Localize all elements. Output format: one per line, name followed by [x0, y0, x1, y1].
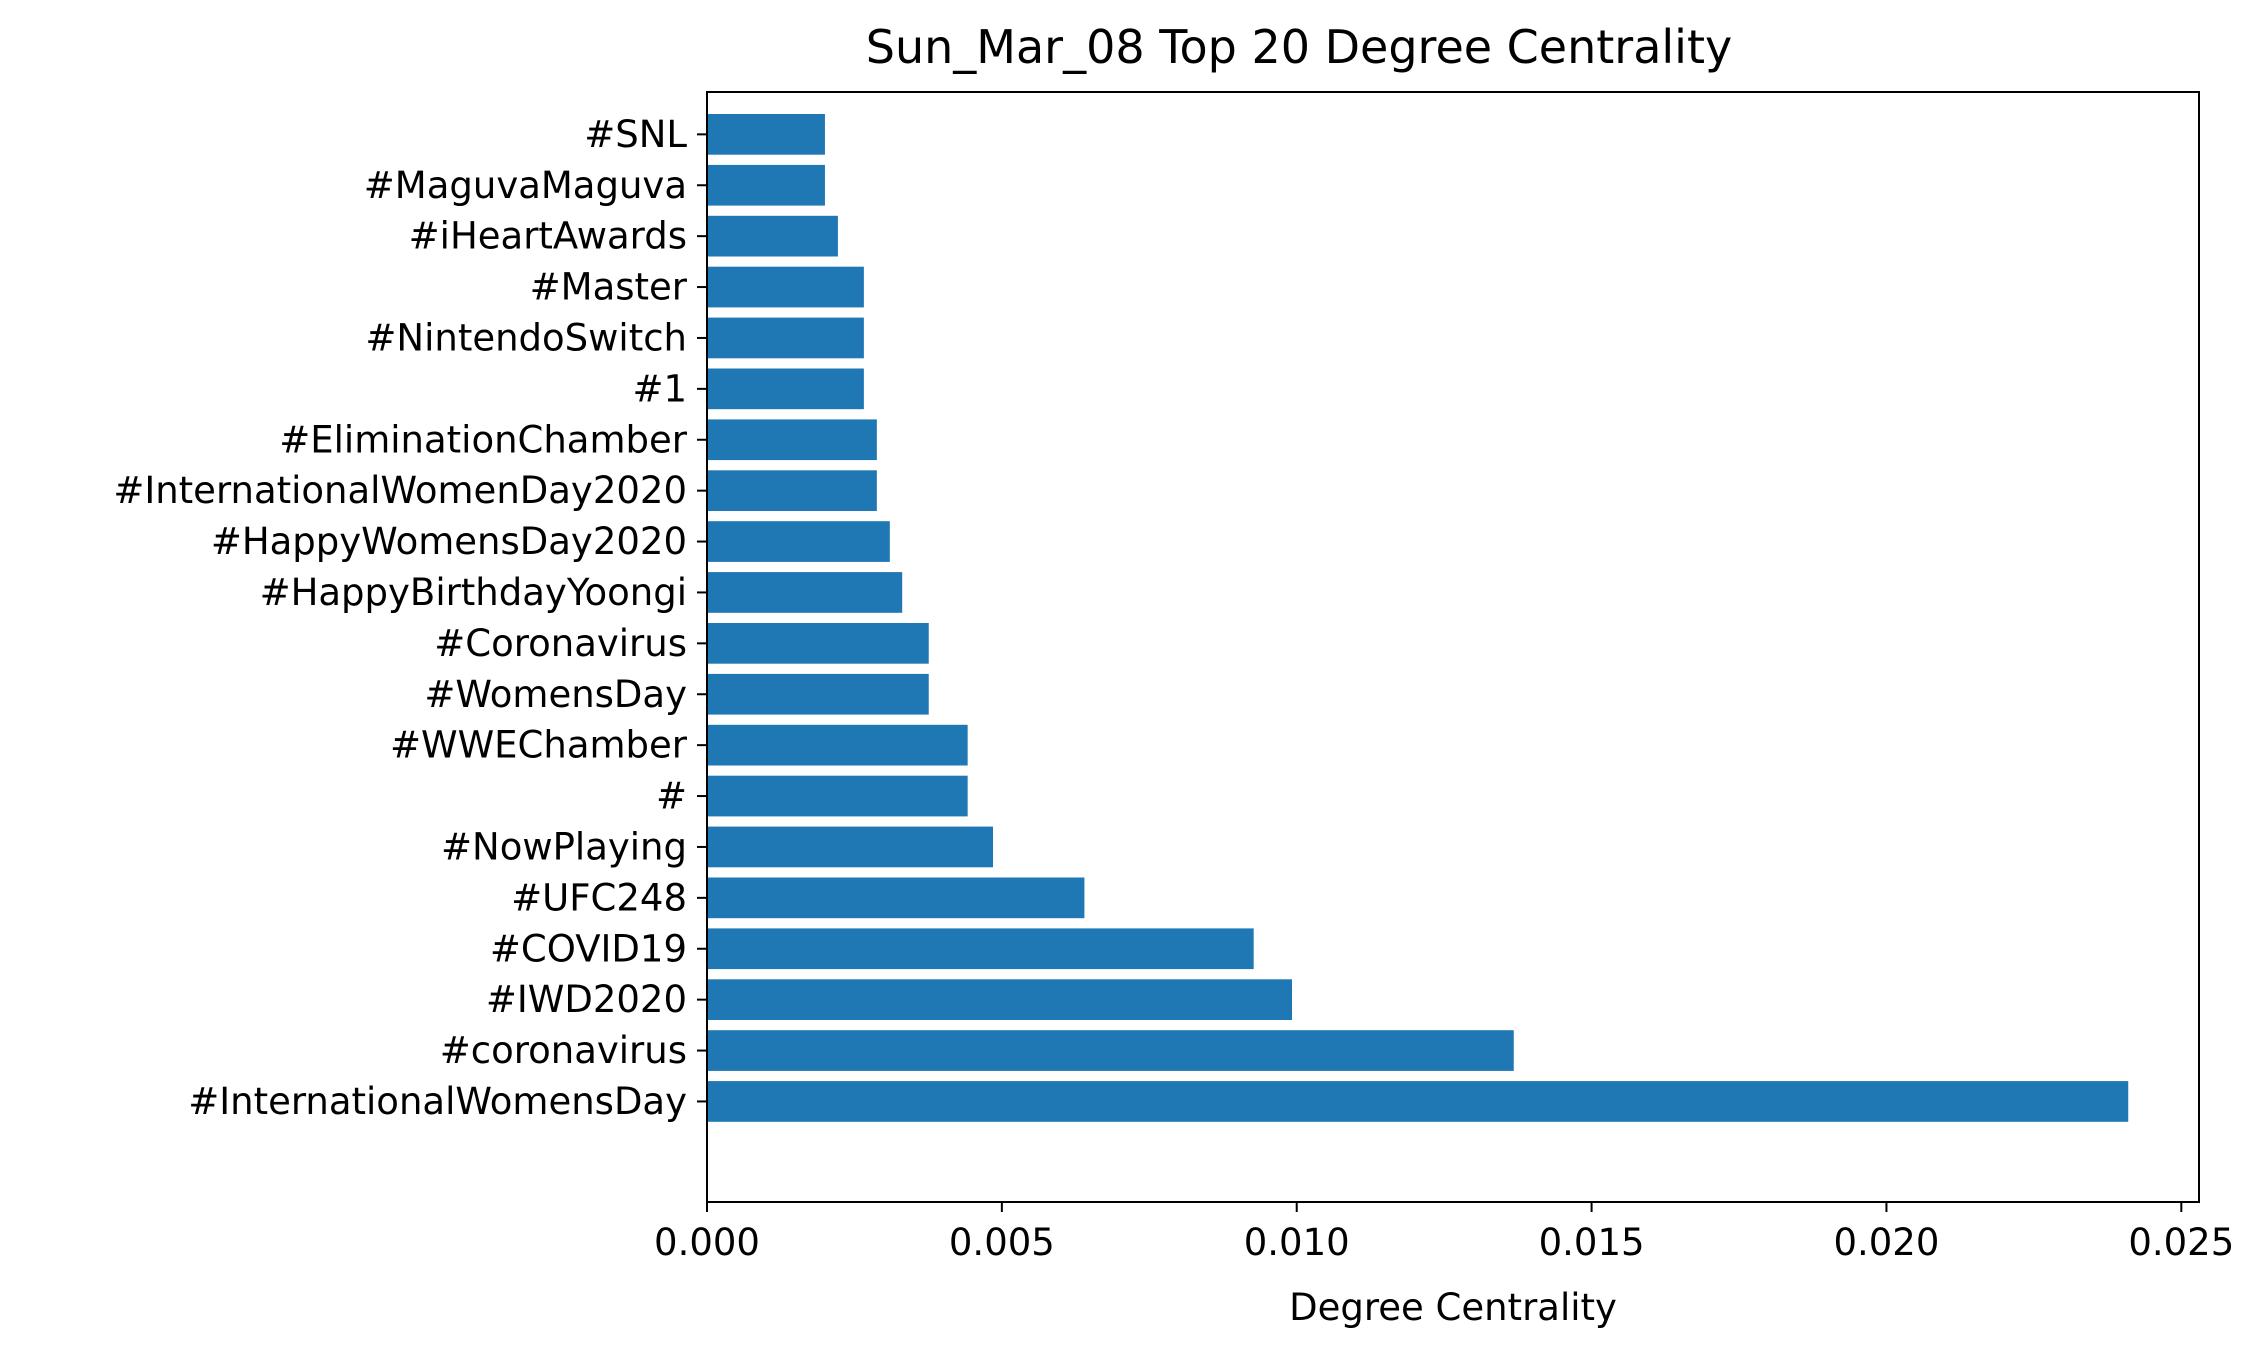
y-tick-label: #InternationalWomensDay	[188, 1080, 687, 1123]
bar	[707, 215, 838, 257]
y-tick-label: #HappyBirthdayYoongi	[260, 571, 687, 614]
y-tick-label: #UFC248	[511, 876, 687, 919]
bar	[707, 623, 929, 664]
x-tick-label: 0.025	[2128, 1221, 2234, 1264]
y-tick-label: #	[656, 775, 687, 818]
y-tick-label: #EliminationChamber	[279, 418, 688, 461]
x-axis-ticks: 0.000 0.005 0.010 0.015 0.020 0.025	[654, 1202, 2234, 1264]
y-tick-label: #coronavirus	[440, 1029, 687, 1072]
bar	[707, 979, 1293, 1020]
bar	[707, 928, 1254, 970]
x-tick-label: 0.005	[949, 1221, 1055, 1264]
bars-layer	[707, 114, 2129, 1122]
y-tick-label: #WWEChamber	[390, 724, 688, 767]
y-tick-label: #Master	[530, 266, 688, 309]
bar	[707, 877, 1085, 919]
bar	[707, 1081, 2129, 1122]
bar	[707, 164, 825, 206]
y-tick-label: #MaguvaMaguva	[364, 164, 687, 207]
bar	[707, 775, 968, 817]
bar	[707, 572, 903, 613]
y-tick-label: #InternationalWomenDay2020	[113, 469, 687, 512]
y-tick-label: #NintendoSwitch	[365, 316, 687, 359]
bar	[707, 724, 968, 766]
bar	[707, 673, 929, 715]
bar	[707, 266, 864, 308]
y-tick-label: #COVID19	[490, 927, 687, 970]
y-tick-label: #SNL	[584, 113, 687, 156]
bar	[707, 317, 864, 359]
bar	[707, 419, 877, 461]
y-tick-label: #iHeartAwards	[409, 215, 687, 258]
y-tick-label: #IWD2020	[486, 978, 687, 1021]
bar	[707, 826, 994, 868]
bar	[707, 368, 864, 410]
y-axis-ticks: #InternationalWomensDay #coronavirus #IWD2…	[113, 113, 707, 1123]
x-axis-label: Degree Centrality	[1289, 1286, 1617, 1329]
x-tick-label: 0.020	[1833, 1221, 1939, 1264]
x-tick-label: 0.010	[1244, 1221, 1350, 1264]
y-tick-label: #HappyWomensDay2020	[211, 520, 687, 563]
y-tick-label: #1	[632, 367, 687, 410]
y-tick-label: #NowPlaying	[441, 825, 687, 868]
bar	[707, 470, 877, 511]
x-tick-label: 0.015	[1539, 1221, 1645, 1264]
plot-frame	[706, 91, 2200, 1203]
bar	[707, 1030, 1514, 1071]
bar	[707, 114, 825, 155]
bar	[707, 521, 890, 562]
x-tick-label: 0.000	[654, 1221, 760, 1264]
chart-title: Sun_Mar_08 Top 20 Degree Centrality	[866, 20, 1732, 74]
y-tick-label: #WomensDay	[424, 673, 687, 716]
y-tick-label: #Coronavirus	[434, 622, 687, 665]
